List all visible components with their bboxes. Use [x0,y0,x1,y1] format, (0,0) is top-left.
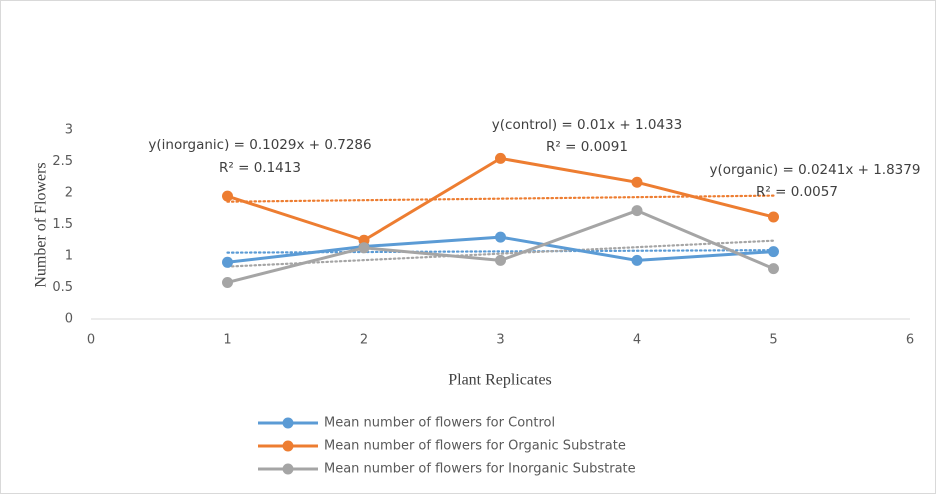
data-point [768,246,779,258]
x-tick-label: 4 [633,333,641,348]
data-point [358,242,370,254]
trendline [226,194,775,203]
data-point [358,234,370,246]
data-point [222,190,233,202]
x-tick-label: 1 [223,333,231,348]
x-axis-label: Plant Replicates [448,372,552,389]
x-tick-label: 6 [906,333,914,348]
legend-label: Mean number of flowers for Organic Subst… [324,439,626,454]
data-point [495,152,506,164]
y-tick-label: 3 [65,123,73,138]
x-tick-label: 3 [496,333,504,348]
y-tick-label: 0.5 [52,280,73,295]
data-point [768,263,779,275]
trendline-r2: R² = 0.0057 [756,184,838,200]
data-point [222,256,233,268]
y-tick-label: 1 [65,249,73,264]
y-tick-label: 2.5 [52,154,73,169]
data-point [222,276,233,288]
data-point [631,205,643,217]
trendline [226,239,775,268]
legend-marker [282,417,294,429]
x-tick-label: 0 [87,333,95,348]
data-point [768,211,779,223]
trendline-equation: y(control) = 0.01x + 1.0433 [492,117,682,133]
trendline-r2: R² = 0.1413 [219,160,301,176]
y-axis-label: Number of Flowers [33,162,50,287]
data-point [495,254,506,266]
data-point [631,176,643,188]
y-tick-label: 1.5 [52,217,73,232]
legend-marker [282,440,294,452]
x-tick-label: 2 [360,333,368,348]
x-tick-label: 5 [769,333,777,348]
y-tick-label: 0 [65,312,73,327]
trendline-equation: y(organic) = 0.0241x + 1.8379 [710,162,921,178]
data-point [495,231,506,243]
y-tick-label: 2 [65,186,73,201]
legend-label: Mean number of flowers for Inorganic Sub… [324,462,636,477]
data-point [631,254,643,266]
legend-marker [282,463,294,475]
trendline-equation: y(inorganic) = 0.1029x + 0.7286 [148,137,371,153]
legend-label: Mean number of flowers for Control [324,416,555,431]
trendline-r2: R² = 0.0091 [546,139,628,155]
